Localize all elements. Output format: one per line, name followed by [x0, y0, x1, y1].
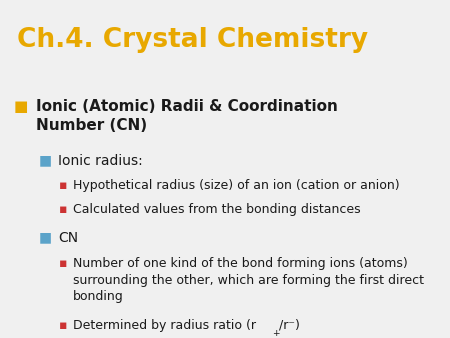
Text: Hypothetical radius (size) of an ion (cation or anion): Hypothetical radius (size) of an ion (ca… [73, 179, 400, 192]
Text: /r⁻): /r⁻) [279, 319, 300, 332]
Text: ■: ■ [38, 231, 51, 244]
Text: Number of one kind of the bond forming ions (atoms)
surrounding the other, which: Number of one kind of the bond forming i… [73, 258, 424, 304]
Text: Ionic radius:: Ionic radius: [58, 154, 143, 168]
Text: ▪: ▪ [58, 203, 67, 216]
Text: Ionic (Atomic) Radii & Coordination
Number (CN): Ionic (Atomic) Radii & Coordination Numb… [36, 99, 338, 133]
Text: CN: CN [58, 231, 79, 244]
Text: Calculated values from the bonding distances: Calculated values from the bonding dista… [73, 203, 361, 216]
Text: Determined by radius ratio (r: Determined by radius ratio (r [73, 319, 256, 332]
Text: +: + [272, 329, 280, 338]
Text: ▪: ▪ [58, 319, 67, 332]
Text: ■: ■ [14, 99, 28, 114]
Text: ▪: ▪ [58, 258, 67, 270]
Text: ▪: ▪ [58, 179, 67, 192]
Text: Ch.4. Crystal Chemistry: Ch.4. Crystal Chemistry [17, 27, 368, 53]
Text: ■: ■ [38, 154, 51, 168]
